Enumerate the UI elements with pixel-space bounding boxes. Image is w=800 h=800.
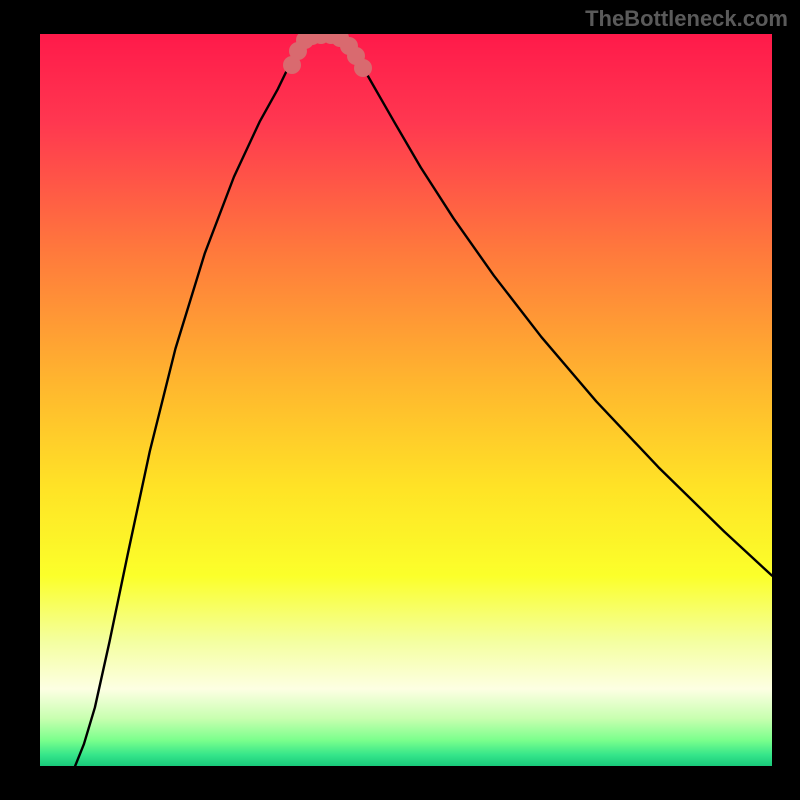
bottleneck-curve [40, 34, 772, 766]
attribution-text: TheBottleneck.com [585, 6, 788, 32]
chart-container: TheBottleneck.com [0, 0, 800, 800]
plot-area [40, 34, 772, 766]
trough-marker [354, 59, 372, 77]
